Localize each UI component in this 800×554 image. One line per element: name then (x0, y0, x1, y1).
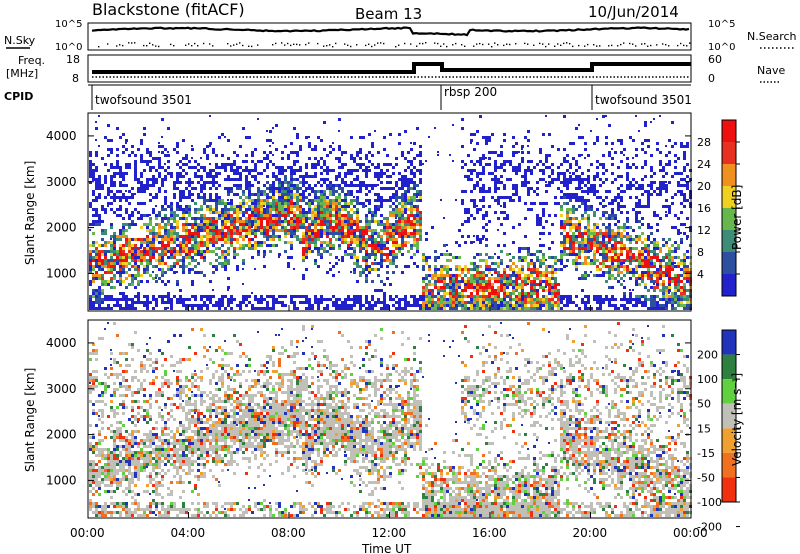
beam-title: Beam 13 (355, 5, 422, 23)
colorbar-tick: 16 (697, 202, 711, 215)
y-tick-label: 3000 (46, 382, 77, 396)
colorbar-tick: 200 (697, 349, 718, 362)
colorbar-tick: -15 (697, 447, 715, 460)
nsearch-label: N.Search (747, 30, 797, 43)
noise-tick-low-right: 10^0 (708, 42, 735, 53)
y-tick-label: 3000 (46, 175, 77, 189)
cpid-segment-1: twofsound 3501 (95, 93, 192, 107)
noise-tick-high: 10^5 (55, 19, 82, 30)
x-tick-label: 04:00 (171, 526, 206, 540)
rti-figure: Blackstone (fitACF) Beam 13 10/Jun/2014 … (0, 0, 800, 554)
nave-tick-low: 0 (708, 72, 715, 85)
colorbar-tick: 50 (697, 398, 711, 411)
nsky-label: N.Sky (4, 34, 36, 47)
nsky-trace (92, 28, 689, 36)
colorbar-swatch (722, 330, 736, 355)
freq-panel: Freq. [MHz] 18 8 60 0 Nave (6, 53, 785, 85)
x-tick-label: 00:00 (673, 526, 708, 540)
cpid-panel: CPID twofsound 3501 rbsp 200 twofsound 3… (4, 85, 692, 110)
colorbar-tick: 8 (697, 246, 704, 259)
y-tick-label: 1000 (46, 473, 77, 487)
colorbar-tick: -100 (697, 496, 722, 509)
colorbar-tick: 12 (697, 224, 711, 237)
colorbar-tick: 28 (697, 136, 711, 149)
freq-label: Freq. (18, 54, 45, 67)
velocity-colorbar-label: Velocity [m s⁻¹] (730, 373, 744, 466)
power-panel: 1000 2000 3000 4000 Slant Range [km] (23, 113, 692, 311)
x-tick-label: 00:00 (70, 526, 105, 540)
y-tick-label: 4000 (46, 129, 77, 143)
cpid-segment-2: rbsp 200 (444, 85, 497, 99)
colorbar-swatch (722, 142, 736, 164)
cpid-segment-3: twofsound 3501 (595, 93, 692, 107)
colorbar-tick: -50 (697, 471, 715, 484)
freq-unit-label: [MHz] (6, 67, 38, 80)
y-tick-label: 1000 (46, 266, 77, 280)
colorbar-tick: 100 (697, 373, 718, 386)
x-axis-label: Time UT (361, 542, 412, 554)
power-heatmap (89, 115, 692, 310)
date-title: 10/Jun/2014 (588, 3, 679, 21)
station-title: Blackstone (fitACF) (92, 0, 245, 19)
y-tick-label: 2000 (46, 428, 77, 442)
colorbar-swatch (722, 274, 736, 296)
y-tick-label: 2000 (46, 221, 77, 235)
colorbar-tick: 4 (697, 268, 704, 281)
freq-tick-low: 8 (72, 72, 79, 85)
colorbar-tick: 15 (697, 422, 711, 435)
nsearch-trace (98, 42, 690, 47)
x-tick-label: 12:00 (372, 526, 407, 540)
colorbar-swatch (722, 120, 736, 142)
noise-tick-low: 10^0 (55, 42, 82, 53)
colorbar-tick: 20 (697, 180, 711, 193)
nave-tick-high: 60 (708, 53, 722, 66)
velocity-heatmap (89, 322, 692, 517)
x-tick-label: 08:00 (271, 526, 306, 540)
freq-trace (92, 64, 691, 72)
power-ylabel: Slant Range [km] (23, 161, 37, 265)
x-tick-label: 20:00 (573, 526, 608, 540)
velocity-ylabel: Slant Range [km] (23, 368, 37, 472)
colorbar-tick: 24 (697, 158, 711, 171)
colorbar-swatch (722, 164, 736, 186)
colorbar-swatch (722, 252, 736, 274)
x-tick-label: 16:00 (472, 526, 507, 540)
noise-tick-high-right: 10^5 (708, 19, 735, 30)
power-colorbar-label: Power [dB] (730, 185, 744, 250)
freq-tick-high: 18 (66, 53, 80, 66)
noise-panel: N.Sky 10^5 10^0 10^5 10^0 N.Search (4, 19, 797, 53)
nave-label: Nave (757, 64, 785, 77)
velocity-panel: 1000 2000 3000 4000 Slant Range [km] (23, 320, 692, 518)
colorbar-swatch (722, 477, 736, 502)
y-tick-label: 4000 (46, 336, 77, 350)
cpid-label: CPID (4, 90, 33, 103)
